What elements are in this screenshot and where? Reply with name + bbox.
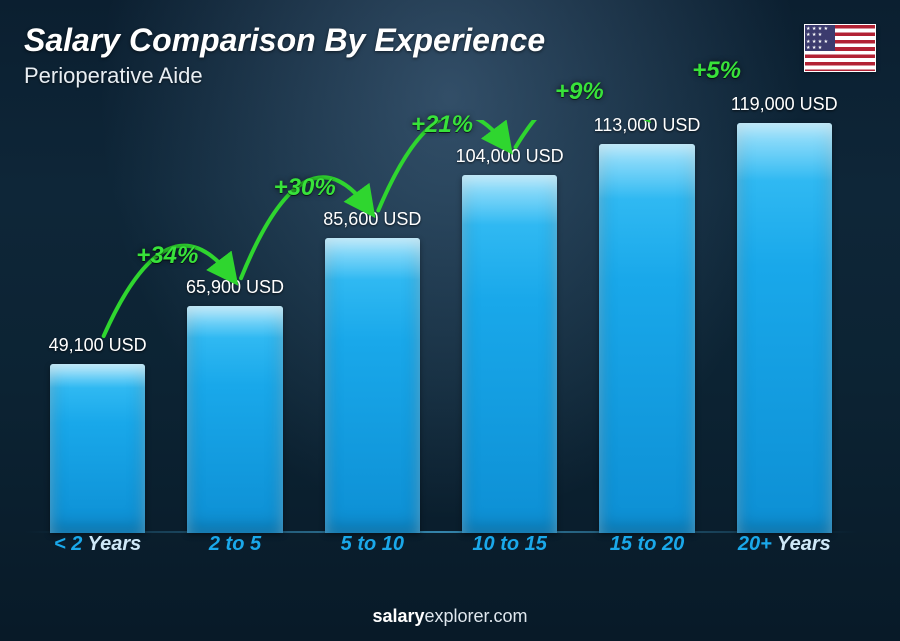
x-axis-label: 5 to 10: [313, 533, 432, 569]
bar-value-label: 104,000 USD: [456, 146, 564, 167]
page-title: Salary Comparison By Experience: [24, 22, 545, 59]
bar: [50, 364, 145, 533]
bar-slot: 85,600 USD: [313, 120, 432, 533]
bar-value-label: 49,100 USD: [49, 335, 147, 356]
x-axis-label: 2 to 5: [175, 533, 294, 569]
page-subtitle: Perioperative Aide: [24, 63, 545, 89]
bar: [599, 144, 694, 533]
title-block: Salary Comparison By Experience Perioper…: [24, 22, 545, 89]
x-axis-main: 5 to 10: [341, 533, 404, 555]
footer-brand-bold: salary: [372, 606, 424, 626]
bar-slot: 49,100 USD: [38, 120, 157, 533]
us-flag-icon: [804, 24, 876, 72]
x-axis-units: Years: [772, 533, 831, 555]
x-axis-label: < 2 Years: [38, 533, 157, 569]
bar-value-label: 85,600 USD: [323, 209, 421, 230]
increase-pct: +9%: [555, 78, 604, 106]
x-axis-main: 20+: [738, 533, 772, 555]
bar-slot: 65,900 USD: [175, 120, 294, 533]
bar-slot: 113,000 USD: [587, 120, 706, 533]
x-axis-label: 20+ Years: [725, 533, 844, 569]
x-axis-main: 15 to 20: [610, 533, 684, 555]
bar: [187, 306, 282, 533]
footer-brand: salaryexplorer.com: [0, 606, 900, 627]
x-axis-main: < 2: [54, 533, 82, 555]
bar: [325, 238, 420, 533]
bar-slot: 104,000 USD: [450, 120, 569, 533]
bar-value-label: 113,000 USD: [594, 115, 701, 136]
chart-canvas: Salary Comparison By Experience Perioper…: [0, 0, 900, 641]
chart-bars: 49,100 USD 65,900 USD 85,600 USD 104,000 US…: [24, 120, 858, 533]
x-axis-units: Years: [82, 533, 141, 555]
x-axis-label: 15 to 20: [587, 533, 706, 569]
x-axis-main: 10 to 15: [472, 533, 546, 555]
x-axis-labels: < 2 Years 2 to 5 5 to 10 10 to 15 15 to 20 20…: [24, 533, 858, 569]
bar-value-label: 65,900 USD: [186, 277, 284, 298]
x-axis-main: 2 to 5: [209, 533, 261, 555]
footer-brand-rest: explorer.com: [425, 606, 528, 626]
bar-value-label: 119,000 USD: [731, 94, 838, 115]
bar: [737, 123, 832, 533]
bar-chart: 49,100 USD 65,900 USD 85,600 USD 104,000 US…: [24, 120, 858, 569]
bar: [462, 175, 557, 533]
bar-slot: 119,000 USD: [725, 120, 844, 533]
x-axis-label: 10 to 15: [450, 533, 569, 569]
increase-pct: +5%: [692, 57, 741, 85]
